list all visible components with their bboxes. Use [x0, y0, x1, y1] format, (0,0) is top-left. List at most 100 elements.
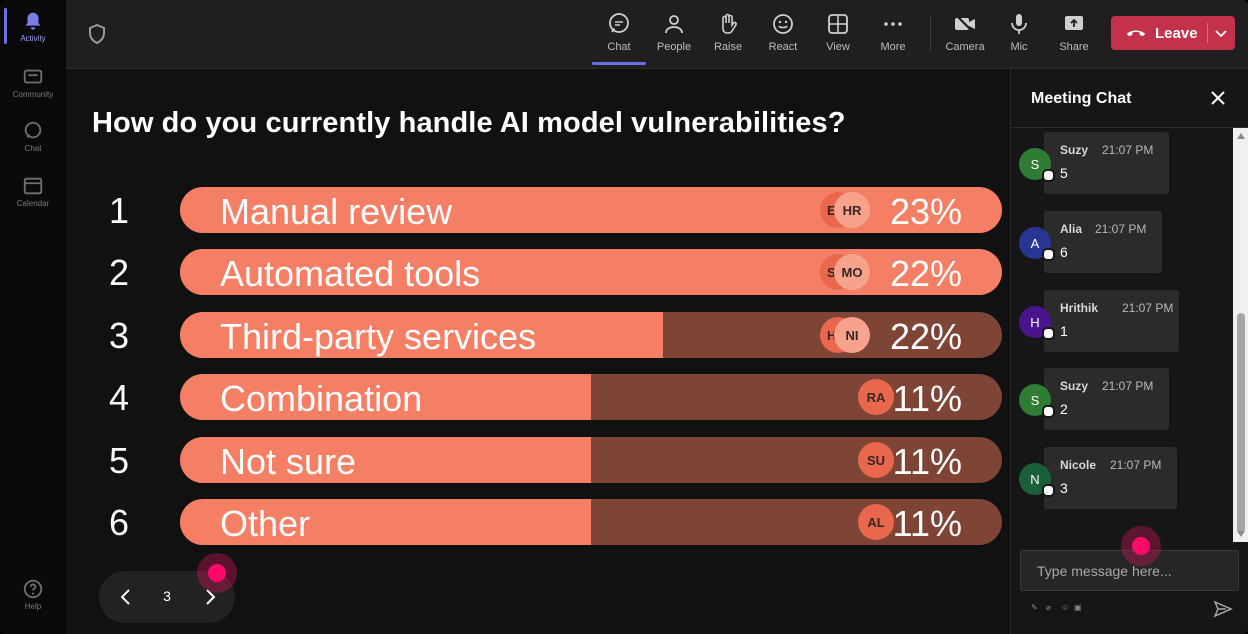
share-button-label: Share — [1059, 41, 1089, 53]
send-icon[interactable] — [1213, 599, 1233, 619]
chevron-down-icon[interactable] — [1212, 24, 1230, 42]
attach-icon[interactable]: ⌀ — [1046, 603, 1051, 612]
option-label: Not sure — [220, 441, 357, 482]
meeting-toolbar: Chat People Raise React View More Camera — [66, 0, 1248, 69]
rail-item-chat[interactable]: Chat — [0, 120, 66, 153]
option-number: 1 — [108, 190, 130, 231]
message-bubble: Alia 21:07 PM 6 — [1044, 211, 1162, 273]
message-time: 21:07 PM — [1110, 458, 1162, 472]
rail-label: Community — [12, 90, 54, 99]
toolbar-divider — [930, 16, 931, 52]
option-number: 3 — [108, 315, 130, 356]
emoji-icon[interactable]: ☺ — [1061, 603, 1070, 612]
voter-avatars: SU — [858, 442, 894, 478]
option-bar: Combination RA 11% — [180, 374, 1002, 420]
presence-dot — [1042, 484, 1055, 497]
rail-item-activity[interactable]: Activity — [0, 10, 66, 43]
leave-divider — [1207, 23, 1208, 43]
poll-option[interactable]: 5 Not sure SU 11% — [66, 437, 1010, 485]
mic-icon — [1011, 14, 1027, 34]
rail-item-help[interactable]: Help — [0, 578, 66, 611]
message-time: 21:07 PM — [1102, 143, 1154, 157]
message-bubble: Suzy 21:07 PM 5 — [1044, 132, 1169, 194]
shield-icon[interactable] — [88, 24, 106, 44]
ellipsis-icon — [884, 22, 902, 26]
sender-name: Suzy — [1060, 379, 1089, 393]
poll-option[interactable]: 2 Automated tools SUMO 22% — [66, 249, 1010, 297]
sender-avatar: S — [1019, 148, 1051, 180]
chat-message-input[interactable] — [1020, 550, 1239, 591]
option-bar: Third-party services HUNI 22% — [180, 312, 1002, 358]
scroll-up-arrow[interactable] — [1237, 133, 1245, 139]
camera-button-label: Camera — [945, 41, 985, 53]
share-button[interactable]: Share — [1051, 12, 1097, 53]
chevron-right-icon[interactable] — [199, 585, 221, 609]
leave-button[interactable]: Leave — [1111, 16, 1235, 50]
message-time: 21:07 PM — [1122, 301, 1174, 315]
camera-button[interactable]: Camera — [942, 12, 988, 53]
voter-avatar: NI — [834, 317, 870, 353]
bell-icon — [25, 12, 41, 30]
raise-button-label: Raise — [713, 41, 743, 53]
gif-icon[interactable]: ▣ — [1074, 603, 1082, 612]
chevron-left-icon[interactable] — [115, 585, 137, 609]
react-button-label: React — [768, 41, 798, 53]
option-number: 5 — [108, 440, 130, 481]
voter-avatars: RA — [858, 379, 894, 415]
close-icon[interactable] — [1209, 89, 1227, 107]
more-button[interactable]: More — [870, 12, 916, 53]
presence-dot — [1042, 169, 1055, 182]
voter-avatar: AL — [858, 504, 894, 540]
voter-avatar: HR — [834, 192, 870, 228]
poll-option[interactable]: 1 Manual review EMHR 23% — [66, 187, 1010, 235]
chat-scrollbar[interactable] — [1233, 128, 1248, 542]
message-time: 21:07 PM — [1095, 222, 1147, 236]
view-button[interactable]: View — [815, 12, 861, 53]
rail-item-community[interactable]: Community — [0, 66, 66, 99]
option-number: 6 — [108, 502, 130, 543]
sender-name: Suzy — [1060, 143, 1089, 157]
chat-button[interactable]: Chat — [592, 12, 646, 65]
left-rail: Activity Community Chat Calendar Help — [0, 0, 66, 634]
option-fill — [180, 437, 591, 483]
poll-option[interactable]: 4 Combination RA 11% — [66, 374, 1010, 422]
poll-option[interactable]: 6 Other AL 11% — [66, 499, 1010, 547]
message-text: 5 — [1060, 165, 1068, 181]
format-icon[interactable]: ✎ — [1031, 603, 1038, 612]
option-label: Automated tools — [220, 253, 481, 294]
message-text: 6 — [1060, 244, 1068, 260]
people-button[interactable]: People — [651, 12, 697, 53]
message-text: 2 — [1060, 401, 1068, 417]
voter-avatar: MO — [834, 254, 870, 290]
rail-item-calendar[interactable]: Calendar — [0, 175, 66, 208]
scroll-down-arrow[interactable] — [1237, 531, 1245, 537]
message-text: 1 — [1060, 323, 1068, 339]
page-number: 3 — [163, 588, 171, 604]
option-percent: 23% — [889, 191, 962, 232]
message-bubble: Suzy 21:07 PM 2 — [1044, 368, 1169, 430]
option-bar: Other AL 11% — [180, 499, 1002, 545]
option-percent: 11% — [892, 503, 962, 544]
presence-dot — [1042, 327, 1055, 340]
poll-option[interactable]: 3 Third-party services HUNI 22% — [66, 312, 1010, 360]
view-button-label: View — [826, 41, 850, 53]
raise-hand-button[interactable]: Raise — [705, 12, 751, 53]
message-bubble: Hrithik 21:07 PM 1 — [1044, 290, 1179, 352]
mic-button-label: Mic — [1010, 41, 1028, 53]
option-percent: 22% — [889, 316, 962, 357]
scroll-thumb[interactable] — [1237, 313, 1245, 533]
rail-label: Activity — [20, 34, 46, 43]
message-bubble: Nicole 21:07 PM 3 — [1044, 447, 1177, 509]
option-fill — [180, 312, 663, 358]
meeting-chat-panel: Meeting Chat Suzy 21:07 PM 5 S Alia 21:07 PM 6… — [1010, 69, 1248, 634]
chat-message-list[interactable]: Suzy 21:07 PM 5 S Alia 21:07 PM 6 A Hrithik 21:07… — [1011, 128, 1233, 542]
react-button[interactable]: React — [760, 12, 806, 53]
mic-button[interactable]: Mic — [996, 12, 1042, 53]
more-button-label: More — [880, 41, 906, 53]
voter-avatars: AL — [858, 504, 894, 540]
message-text: 3 — [1060, 480, 1068, 496]
help-icon — [23, 579, 43, 599]
option-label: Other — [220, 503, 311, 544]
presence-dot — [1042, 248, 1055, 261]
camera-off-icon — [955, 14, 975, 34]
